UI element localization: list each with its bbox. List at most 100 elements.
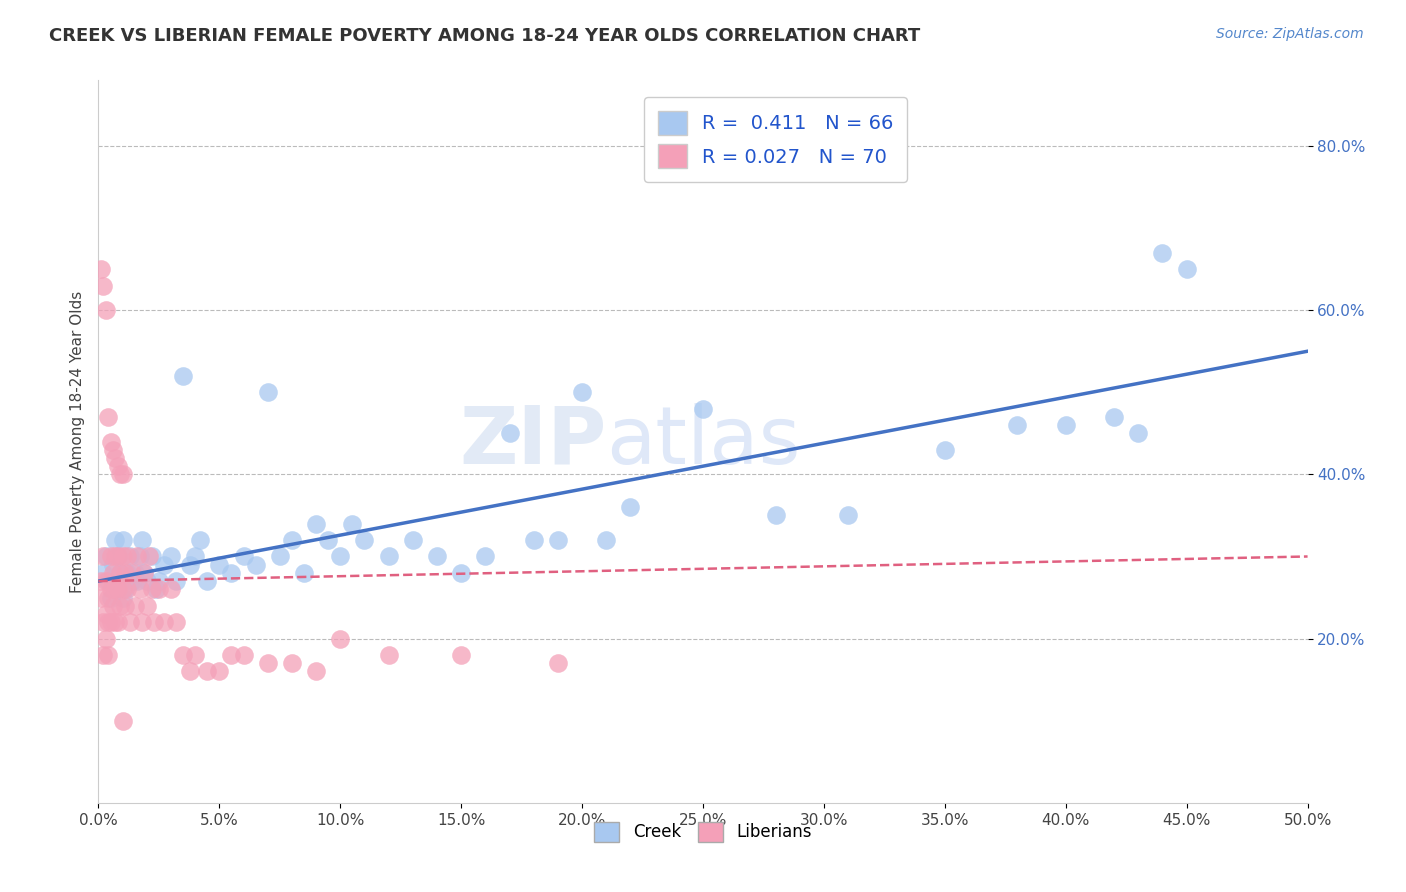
Point	[108, 566, 131, 580]
Point	[571, 385, 593, 400]
Point	[184, 648, 207, 662]
Point	[114, 599, 136, 613]
Point	[131, 533, 153, 547]
Point	[107, 615, 129, 630]
Point	[195, 665, 218, 679]
Point	[100, 591, 122, 605]
Point	[127, 574, 149, 588]
Point	[523, 533, 546, 547]
Point	[94, 632, 117, 646]
Point	[97, 591, 120, 605]
Point	[100, 615, 122, 630]
Point	[450, 566, 472, 580]
Point	[152, 615, 174, 630]
Point	[134, 566, 156, 580]
Point	[547, 657, 569, 671]
Point	[172, 648, 194, 662]
Point	[152, 558, 174, 572]
Point	[145, 582, 167, 597]
Point	[208, 558, 231, 572]
Point	[90, 262, 112, 277]
Point	[117, 582, 139, 597]
Point	[111, 549, 134, 564]
Point	[97, 574, 120, 588]
Point	[208, 665, 231, 679]
Point	[127, 549, 149, 564]
Point	[547, 533, 569, 547]
Point	[619, 500, 641, 515]
Point	[91, 278, 114, 293]
Point	[1128, 426, 1150, 441]
Point	[377, 648, 399, 662]
Point	[165, 615, 187, 630]
Point	[450, 648, 472, 662]
Point	[111, 591, 134, 605]
Point	[402, 533, 425, 547]
Point	[256, 385, 278, 400]
Text: CREEK VS LIBERIAN FEMALE POVERTY AMONG 18-24 YEAR OLDS CORRELATION CHART: CREEK VS LIBERIAN FEMALE POVERTY AMONG 1…	[49, 27, 921, 45]
Point	[474, 549, 496, 564]
Point	[97, 648, 120, 662]
Point	[90, 591, 112, 605]
Point	[232, 648, 254, 662]
Point	[97, 615, 120, 630]
Point	[128, 582, 150, 597]
Point	[111, 467, 134, 482]
Point	[124, 566, 146, 580]
Point	[269, 549, 291, 564]
Point	[934, 442, 956, 457]
Y-axis label: Female Poverty Among 18-24 Year Olds: Female Poverty Among 18-24 Year Olds	[69, 291, 84, 592]
Point	[692, 401, 714, 416]
Point	[121, 574, 143, 588]
Point	[100, 549, 122, 564]
Point	[104, 450, 127, 465]
Point	[118, 615, 141, 630]
Point	[305, 516, 328, 531]
Point	[111, 533, 134, 547]
Point	[426, 549, 449, 564]
Point	[765, 508, 787, 523]
Point	[837, 508, 859, 523]
Point	[100, 582, 122, 597]
Point	[148, 574, 170, 588]
Point	[97, 409, 120, 424]
Point	[91, 615, 114, 630]
Point	[94, 549, 117, 564]
Point	[101, 442, 124, 457]
Point	[91, 566, 114, 580]
Point	[1175, 262, 1198, 277]
Point	[104, 533, 127, 547]
Point	[329, 549, 352, 564]
Point	[101, 599, 124, 613]
Point	[292, 566, 315, 580]
Point	[128, 549, 150, 564]
Point	[104, 582, 127, 597]
Point	[245, 558, 267, 572]
Point	[111, 714, 134, 728]
Text: atlas: atlas	[606, 402, 800, 481]
Point	[117, 549, 139, 564]
Point	[94, 607, 117, 621]
Point	[124, 599, 146, 613]
Point	[108, 599, 131, 613]
Point	[1054, 418, 1077, 433]
Point	[342, 516, 364, 531]
Point	[256, 657, 278, 671]
Point	[131, 615, 153, 630]
Point	[179, 665, 201, 679]
Point	[107, 459, 129, 474]
Point	[172, 368, 194, 383]
Point	[108, 566, 131, 580]
Point	[184, 549, 207, 564]
Point	[141, 582, 163, 597]
Point	[329, 632, 352, 646]
Point	[94, 574, 117, 588]
Point	[107, 582, 129, 597]
Point	[281, 533, 304, 547]
Point	[107, 549, 129, 564]
Point	[107, 574, 129, 588]
Point	[91, 648, 114, 662]
Point	[232, 549, 254, 564]
Point	[498, 426, 520, 441]
Point	[1152, 245, 1174, 260]
